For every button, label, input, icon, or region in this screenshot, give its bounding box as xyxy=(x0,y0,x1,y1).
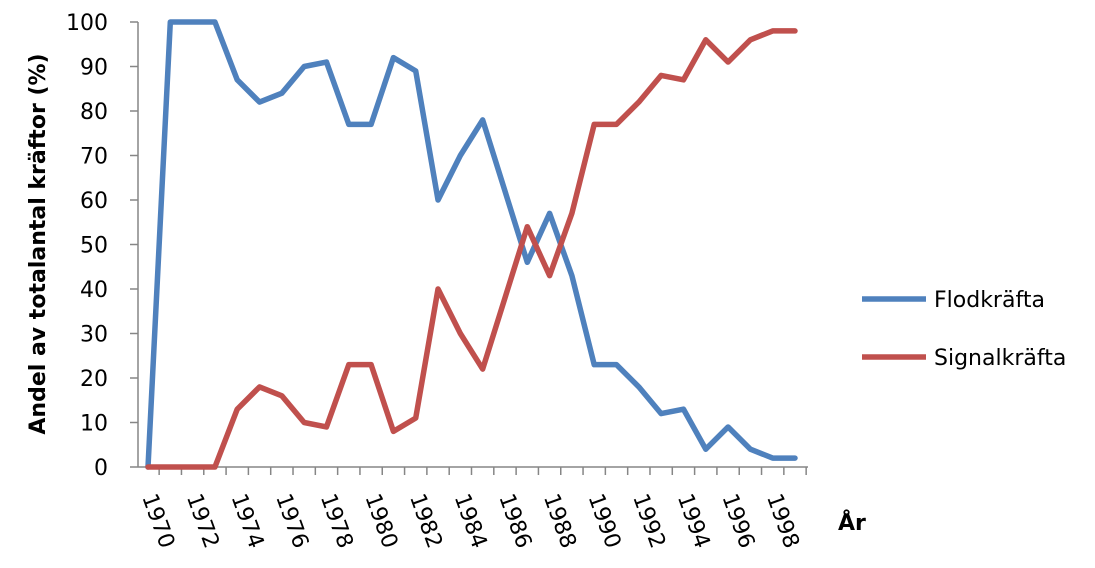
x-tick-label: 1976 xyxy=(270,491,313,552)
y-tick-marks xyxy=(130,21,138,468)
x-tick-label: 1980 xyxy=(359,491,402,552)
x-tick-label: 1994 xyxy=(672,491,715,552)
x-tick-marks xyxy=(158,467,807,475)
series-lines xyxy=(145,19,798,470)
y-tick-label: 30 xyxy=(80,323,108,348)
series-line-signalkrafta xyxy=(145,28,798,470)
x-tick-label: 1996 xyxy=(716,491,759,552)
legend: Flodkräfta Signalkräfta xyxy=(862,288,1066,371)
y-tick-label: 60 xyxy=(80,189,108,214)
x-tick-label: 1974 xyxy=(226,491,269,552)
x-tick-labels: 1970 1972 1974 1976 1978 1980 1982 1984 1986 1988… xyxy=(136,491,803,552)
y-tick-label: 50 xyxy=(80,234,108,259)
x-tick-label: 1972 xyxy=(181,491,224,552)
x-axis-title: År xyxy=(838,510,866,536)
y-tick-label: 20 xyxy=(80,367,108,392)
y-tick-label: 80 xyxy=(80,100,108,125)
x-tick-label: 1970 xyxy=(136,491,179,552)
y-axis-title: Andel av totalantal kräftor (%) xyxy=(26,53,51,434)
x-tick-label: 1986 xyxy=(493,491,536,552)
y-tick-label: 70 xyxy=(80,145,108,170)
x-tick-label: 1982 xyxy=(404,491,447,552)
y-tick-label: 0 xyxy=(94,456,108,481)
y-tick-labels: 0 10 20 30 40 50 60 70 80 90 100 xyxy=(66,11,108,481)
y-tick-label: 100 xyxy=(66,11,108,36)
y-tick-label: 40 xyxy=(80,278,108,303)
legend-label-flodkrafta: Flodkräfta xyxy=(934,288,1045,313)
y-tick-label: 90 xyxy=(80,56,108,81)
x-tick-label: 1990 xyxy=(583,491,626,552)
y-tick-label: 10 xyxy=(80,412,108,437)
x-tick-label: 1984 xyxy=(449,491,492,552)
x-tick-label: 1992 xyxy=(627,491,670,552)
x-tick-label: 1998 xyxy=(761,491,804,552)
series-line-flodkrafta xyxy=(145,19,798,470)
x-tick-label: 1978 xyxy=(315,491,358,552)
x-tick-label: 1988 xyxy=(538,491,581,552)
legend-label-signalkrafta: Signalkräfta xyxy=(934,346,1066,371)
